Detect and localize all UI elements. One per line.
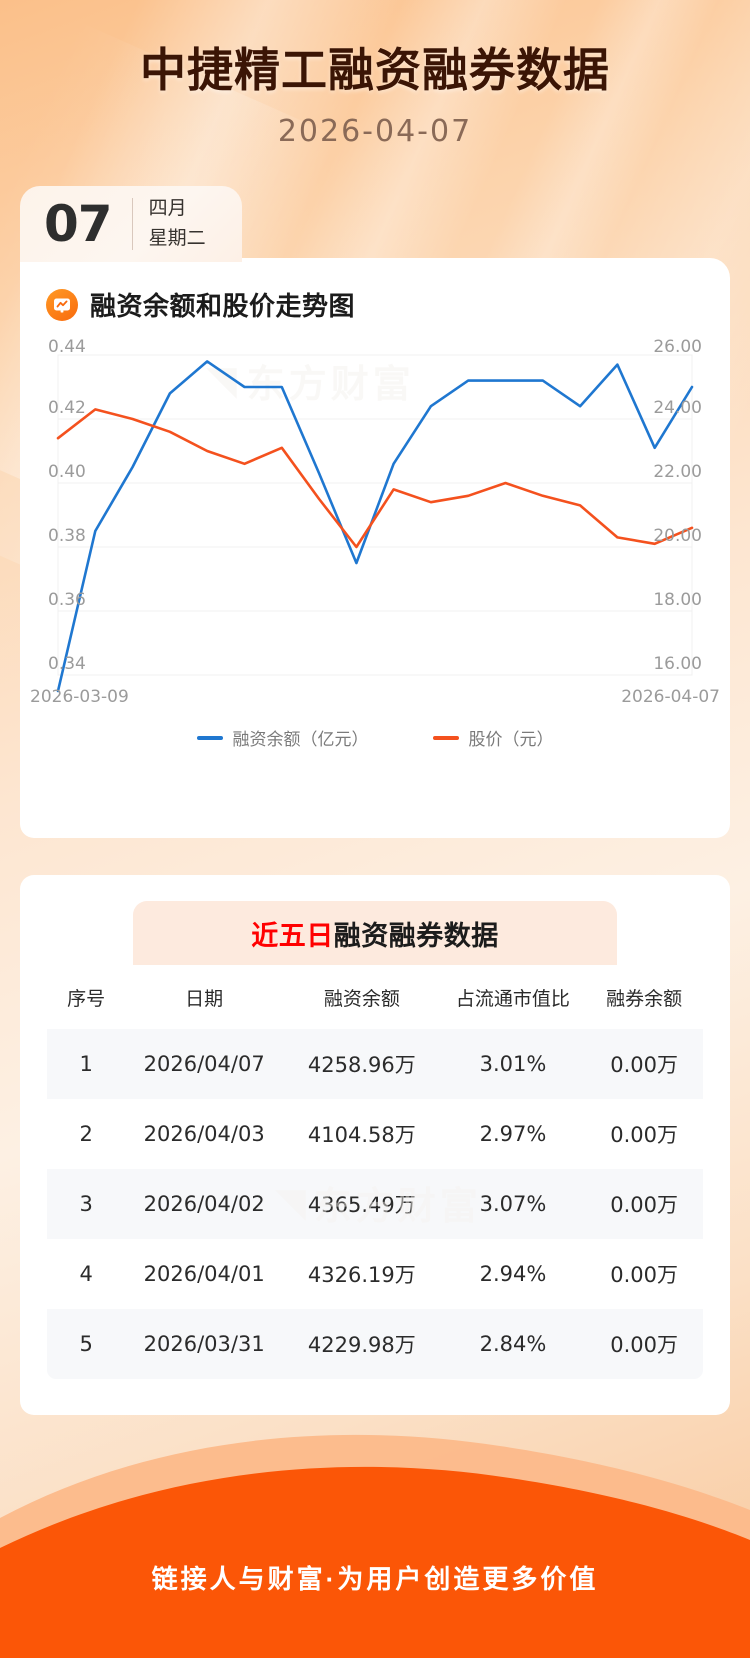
- date-day: 07: [44, 195, 113, 253]
- cell-index: 4: [79, 1262, 93, 1286]
- date-month: 四月: [148, 198, 187, 220]
- right-axis-tick: 16.00: [653, 654, 702, 674]
- page-date: 2026-04-07: [277, 114, 473, 150]
- cell-index: 1: [79, 1052, 93, 1076]
- chart-card: 融资余额和股价走势图 ◥ 东方财富 0.44 0.42 0.40 0.38 0.…: [20, 258, 730, 838]
- legend-item-financing: 融资余额（亿元）: [196, 725, 369, 750]
- page-title: 中捷精工融资融券数据: [140, 44, 610, 96]
- table-body: 1 2026/04/07 4258.96万 3.01% 0.00万 2 2026/04/03…: [47, 1029, 703, 1379]
- footer-slogan: 链接人与财富·为用户创造更多价值: [151, 1564, 599, 1594]
- cell-financing-balance: 4104.58万: [307, 1123, 416, 1147]
- footer-wave: [0, 1434, 750, 1658]
- left-axis-tick: 0.42: [48, 398, 86, 418]
- x-axis-tick-end: 2026-04-07: [621, 687, 720, 707]
- chart-title: 融资余额和股价走势图: [90, 291, 356, 321]
- col-header-date: 日期: [125, 966, 283, 1029]
- cell-index: 2: [79, 1122, 93, 1146]
- table-header-row: 序号 日期 融资余额 占流通市值比 融券余额: [47, 966, 703, 1029]
- right-axis-tick: 26.00: [653, 337, 702, 357]
- left-axis-tick: 0.44: [48, 337, 86, 357]
- cell-date: 2026/04/02: [143, 1192, 265, 1216]
- right-axis-tick: 18.00: [653, 590, 702, 610]
- trend-chart-icon: [46, 288, 78, 321]
- table-banner-title: 近五日融资融券数据: [251, 914, 499, 953]
- date-weekday: 星期二: [148, 228, 206, 249]
- left-axis-tick: 0.34: [48, 654, 86, 674]
- cell-financing-balance: 4229.98万: [307, 1333, 416, 1357]
- table-row: 1 2026/04/07 4258.96万 3.01% 0.00万: [47, 1029, 703, 1099]
- date-divider: [131, 198, 133, 250]
- left-axis-tick: 0.40: [48, 462, 86, 482]
- page-header: 中捷精工融资融券数据 2026-04-07: [0, 0, 750, 149]
- banner-highlight: 近五日: [251, 920, 334, 951]
- cell-index: 5: [79, 1332, 93, 1356]
- table-row: 4 2026/04/01 4326.19万 2.94% 0.00万: [47, 1239, 703, 1309]
- col-header-financing-balance: 融资余额: [283, 966, 441, 1029]
- watermark-text: 东方财富: [246, 364, 415, 406]
- cell-date: 2026/04/03: [143, 1122, 265, 1146]
- chart-legend: 融资余额（亿元） 股价（元）: [20, 725, 730, 750]
- cell-market-cap-ratio: 3.01%: [479, 1052, 547, 1076]
- cell-securities-balance: 0.00万: [610, 1333, 678, 1357]
- legend-label-financing: 融资余额（亿元）: [232, 730, 369, 749]
- cell-date: 2026/03/31: [143, 1332, 265, 1356]
- cell-financing-balance: 4258.96万: [307, 1053, 416, 1077]
- col-header-securities-balance: 融券余额: [585, 966, 703, 1029]
- table-row: 5 2026/03/31 4229.98万 2.84% 0.00万: [47, 1309, 703, 1379]
- cell-securities-balance: 0.00万: [610, 1263, 678, 1287]
- chart-plot-area: ◥ 东方财富 0.44 0.42 0.40 0.38 0.36 0.34 26.…: [20, 337, 730, 765]
- cell-market-cap-ratio: 2.97%: [479, 1122, 547, 1146]
- table-banner: 近五日融资融券数据: [133, 901, 617, 965]
- cell-date: 2026/04/01: [143, 1262, 265, 1286]
- legend-item-price: 股价（元）: [432, 725, 554, 750]
- right-axis-tick: 22.00: [653, 462, 702, 482]
- cell-securities-balance: 0.00万: [610, 1053, 678, 1077]
- left-axis-tick: 0.38: [48, 526, 86, 546]
- right-axis-tick: 24.00: [653, 398, 702, 418]
- legend-swatch-price: [432, 735, 459, 740]
- table-card: ◥ 东方财富 近五日融资融券数据 序号 日期 融资余额 占流通市值比 融券余额 …: [20, 875, 730, 1415]
- cell-index: 3: [79, 1192, 93, 1216]
- date-tab: 07 四月 星期二: [20, 186, 242, 262]
- cell-securities-balance: 0.00万: [610, 1193, 678, 1217]
- cell-date: 2026/04/07: [143, 1052, 265, 1076]
- margin-trading-table: 序号 日期 融资余额 占流通市值比 融券余额 1 2026/04/07 4258.9…: [46, 965, 704, 1380]
- table-row: 2 2026/04/03 4104.58万 2.97% 0.00万: [47, 1099, 703, 1169]
- table-row: 3 2026/04/02 4365.49万 3.07% 0.00万: [47, 1169, 703, 1239]
- cell-financing-balance: 4326.19万: [307, 1263, 416, 1287]
- right-axis-tick: 20.00: [653, 526, 702, 546]
- chart-title-row: 融资余额和股价走势图: [20, 258, 730, 323]
- legend-label-price: 股价（元）: [468, 730, 554, 749]
- col-header-index: 序号: [47, 966, 126, 1029]
- cell-market-cap-ratio: 2.84%: [479, 1332, 547, 1356]
- chart-svg: [56, 354, 694, 693]
- col-header-market-cap-ratio: 占流通市值比: [440, 966, 586, 1029]
- cell-market-cap-ratio: 2.94%: [479, 1262, 547, 1286]
- left-axis-tick: 0.36: [48, 590, 86, 610]
- legend-swatch-financing: [196, 735, 223, 740]
- cell-market-cap-ratio: 3.07%: [479, 1192, 547, 1216]
- chart-watermark: ◥ 东方财富: [206, 353, 415, 408]
- date-meta: 四月 星期二: [149, 196, 206, 251]
- x-axis-tick-start: 2026-03-09: [30, 687, 129, 707]
- banner-rest: 融资融券数据: [333, 920, 499, 951]
- watermark-logo-icon: ◥: [206, 358, 237, 403]
- cell-financing-balance: 4365.49万: [307, 1193, 416, 1217]
- cell-securities-balance: 0.00万: [610, 1123, 678, 1147]
